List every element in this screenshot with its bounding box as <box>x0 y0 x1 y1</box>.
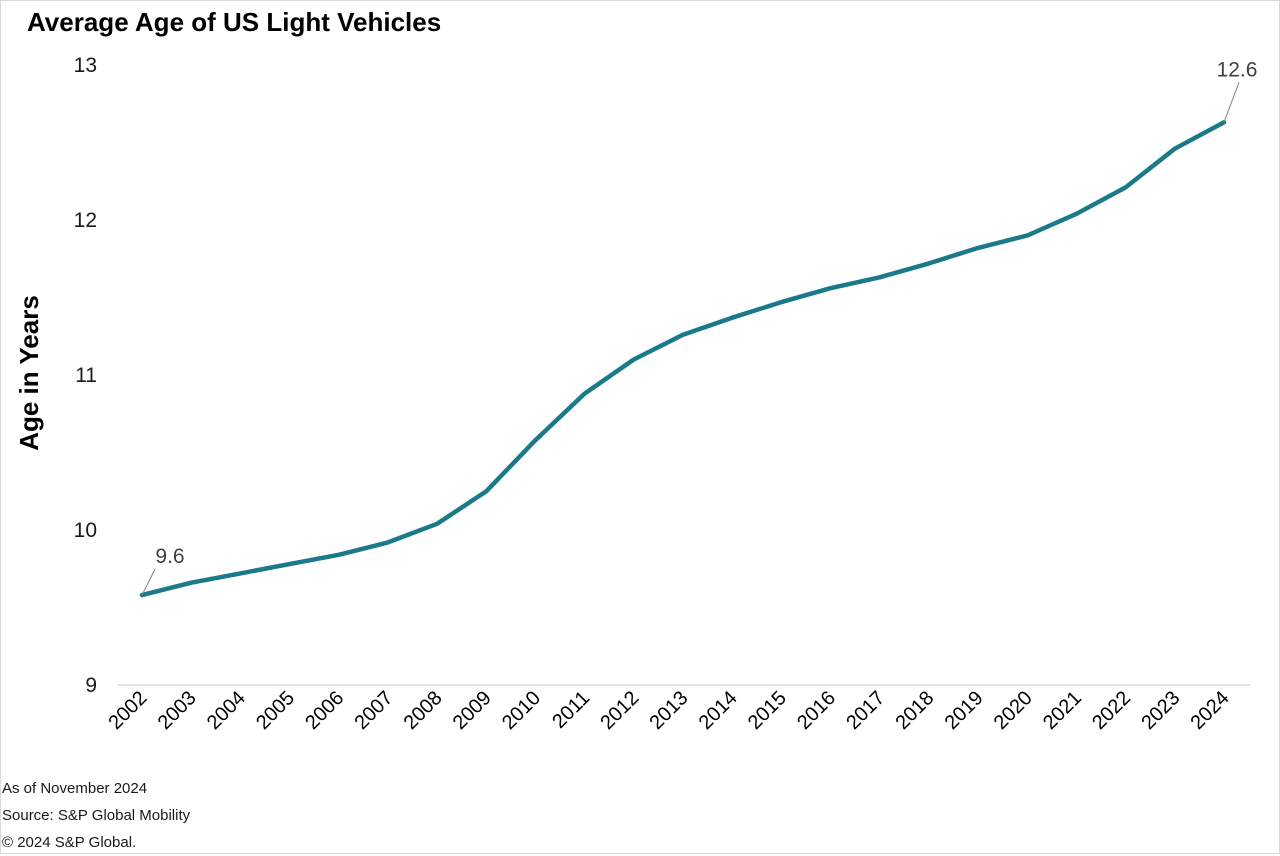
copyright-note: © 2024 S&P Global. <box>2 829 190 856</box>
x-tick-label: 2006 <box>301 687 348 734</box>
footnotes: As of November 2024 Source: S&P Global M… <box>2 775 190 856</box>
y-axis-ticks: 9 10 11 12 13 <box>74 54 97 697</box>
x-tick-label: 2016 <box>793 687 840 734</box>
y-tick-label: 13 <box>74 54 97 77</box>
series-group <box>142 122 1224 595</box>
x-tick-label: 2012 <box>596 687 643 734</box>
source-note: Source: S&P Global Mobility <box>2 802 190 829</box>
y-axis-label: Age in Years <box>14 295 44 451</box>
series-line <box>142 122 1224 595</box>
x-tick-label: 2003 <box>154 687 201 734</box>
as-of-note: As of November 2024 <box>2 775 190 802</box>
x-tick-label: 2015 <box>744 687 791 734</box>
x-tick-label: 2013 <box>646 687 693 734</box>
y-tick-label: 10 <box>74 519 97 542</box>
x-tick-label: 2011 <box>548 687 594 733</box>
x-tick-label: 2002 <box>105 687 152 734</box>
x-tick-label: 2008 <box>400 687 447 734</box>
y-tick-label: 12 <box>74 209 97 232</box>
x-tick-label: 2023 <box>1137 687 1184 734</box>
x-tick-label: 2014 <box>695 687 742 734</box>
x-tick-label: 2024 <box>1187 687 1234 734</box>
y-tick-label: 9 <box>85 674 97 697</box>
x-tick-label: 2017 <box>842 687 889 734</box>
x-tick-label: 2022 <box>1088 687 1135 734</box>
x-tick-label: 2010 <box>498 687 545 734</box>
annotation-leader <box>1224 82 1239 122</box>
x-tick-label: 2005 <box>252 687 299 734</box>
x-tick-label: 2021 <box>1039 687 1086 734</box>
x-tick-label: 2020 <box>990 687 1037 734</box>
y-tick-label: 11 <box>75 364 97 387</box>
data-label: 9.6 <box>155 545 184 568</box>
x-tick-label: 2009 <box>449 687 496 734</box>
data-label: 12.6 <box>1217 58 1258 81</box>
x-tick-label: 2004 <box>203 687 250 734</box>
x-tick-label: 2018 <box>891 687 938 734</box>
x-tick-label: 2019 <box>941 687 988 734</box>
x-tick-label: 2007 <box>350 687 397 734</box>
